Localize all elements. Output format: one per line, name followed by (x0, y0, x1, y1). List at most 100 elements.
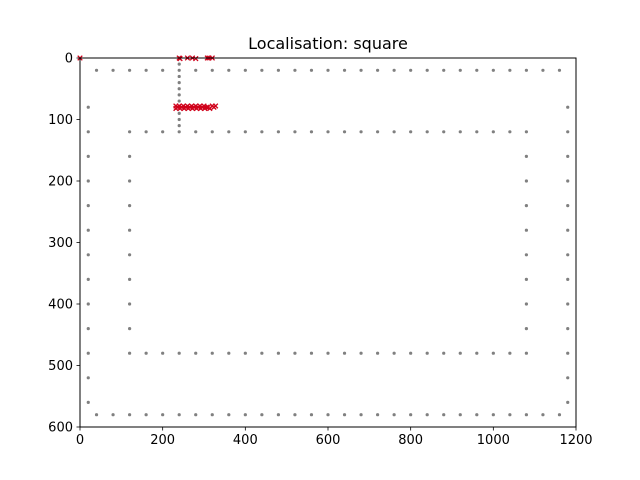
wall-point (524, 277, 529, 281)
wall-point (128, 277, 132, 281)
wall-point (458, 68, 462, 72)
wall-point (491, 413, 495, 417)
wall-point (491, 351, 495, 355)
wall-point (524, 253, 529, 257)
wall-point (442, 413, 446, 417)
wall-point (508, 68, 512, 72)
wall-point (442, 68, 446, 72)
wall-point (177, 117, 181, 122)
wall-point (566, 277, 570, 281)
wall-point (86, 228, 90, 232)
wall-point (177, 93, 181, 97)
wall-point (566, 130, 570, 134)
wall-point (276, 68, 280, 72)
wall-point (409, 68, 413, 72)
wall-point (524, 204, 529, 208)
wall-point (177, 74, 181, 79)
wall-point (524, 68, 529, 72)
x-tick-label: 1200 (559, 433, 592, 448)
wall-point (458, 413, 462, 417)
wall-point (491, 130, 495, 134)
wall-point (227, 130, 231, 134)
wall-point (392, 351, 396, 355)
wall-point (210, 130, 214, 134)
wall-point (260, 351, 264, 355)
wall-point (508, 413, 512, 417)
points-layer (77, 55, 570, 417)
wall-point (161, 413, 165, 417)
estimate-marker (192, 55, 199, 62)
estimate-marker (177, 55, 183, 62)
wall-point (194, 413, 198, 417)
wall-point (566, 228, 570, 232)
wall-point (86, 105, 90, 109)
wall-point (508, 351, 512, 355)
wall-point (243, 351, 247, 355)
wall-point (524, 351, 529, 355)
wall-point (243, 68, 247, 72)
wall-point (409, 130, 413, 134)
wall-point (342, 130, 347, 134)
wall-point (260, 413, 264, 417)
x-tick-label: 800 (398, 433, 423, 448)
wall-point (309, 351, 314, 355)
wall-point (86, 204, 90, 208)
wall-point (243, 130, 247, 134)
wall-point (524, 130, 529, 134)
axes-frame (79, 57, 577, 428)
wall-point (309, 68, 314, 72)
wall-point (524, 327, 529, 331)
wall-point (227, 413, 231, 417)
wall-point (566, 327, 570, 331)
wall-point (177, 62, 181, 66)
y-tick-label: 300 (48, 236, 73, 251)
wall-point (144, 413, 148, 417)
wall-point (475, 130, 479, 134)
wall-point (392, 413, 396, 417)
wall-point (508, 130, 512, 134)
x-tick-label: 400 (233, 433, 258, 448)
wall-point (491, 68, 495, 72)
wall-point (111, 413, 115, 417)
wall-point (177, 81, 181, 85)
wall-point (293, 413, 297, 417)
wall-point (293, 68, 297, 72)
x-tick-label: 0 (76, 433, 84, 448)
x-tick-label: 1000 (477, 433, 510, 448)
wall-point (524, 179, 529, 183)
wall-point (392, 68, 396, 72)
wall-point (425, 130, 429, 134)
wall-point (409, 413, 413, 417)
wall-point (309, 130, 314, 134)
wall-point (293, 351, 297, 355)
wall-point (475, 413, 479, 417)
wall-point (177, 99, 181, 103)
wall-point (557, 413, 562, 417)
wall-point (376, 351, 380, 355)
wall-point (111, 68, 115, 72)
wall-point (524, 413, 529, 417)
wall-point (342, 351, 347, 355)
x-tick-label: 600 (316, 433, 341, 448)
wall-point (276, 413, 280, 417)
y-tick-label: 400 (48, 298, 73, 313)
wall-point (177, 68, 181, 72)
wall-point (177, 130, 181, 134)
wall-point (524, 154, 529, 158)
y-tick-label: 600 (48, 421, 73, 436)
wall-point (128, 204, 132, 208)
wall-point (94, 68, 99, 72)
wall-point (86, 400, 90, 404)
wall-point (475, 68, 479, 72)
x-axis: 0 200 400 600 800 1000 1200 (76, 427, 593, 448)
y-tick-label: 500 (48, 359, 73, 374)
wall-point (524, 228, 529, 232)
wall-point (177, 111, 181, 115)
wall-point (227, 351, 231, 355)
x-tick-label: 200 (150, 433, 175, 448)
wall-point (442, 351, 446, 355)
wall-point (425, 413, 429, 417)
wall-point (86, 327, 90, 331)
wall-point (566, 376, 570, 380)
wall-point (86, 376, 90, 380)
